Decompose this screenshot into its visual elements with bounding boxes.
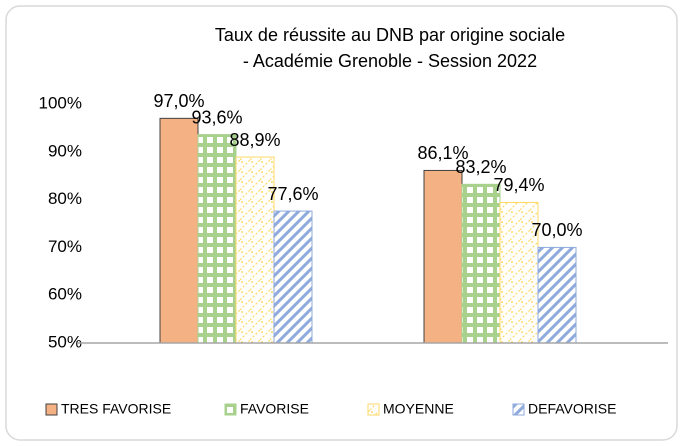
y-tick-label: 60%: [48, 285, 82, 304]
chart-title: Taux de réussite au DNB par origine soci…: [215, 25, 565, 45]
legend-label: TRES FAVORISE: [61, 401, 171, 417]
value-label: 79,4%: [493, 175, 544, 195]
value-label: 88,9%: [229, 130, 280, 150]
legend-label: FAVORISE: [240, 401, 309, 417]
legend-label: DEFAVORISE: [528, 401, 616, 417]
y-tick-label: 50%: [48, 332, 82, 351]
bar: [235, 156, 275, 344]
y-tick-label: 90%: [48, 141, 82, 160]
legend-label: MOYENNE: [383, 401, 454, 417]
bar: [423, 169, 463, 344]
value-label: 83,2%: [455, 157, 506, 177]
value-label: 70,0%: [531, 220, 582, 240]
value-label: 97,0%: [153, 91, 204, 111]
legend-swatch: [367, 403, 380, 416]
legend-swatch: [45, 403, 58, 416]
value-label: 86,1%: [417, 143, 468, 163]
y-tick-label: 80%: [48, 189, 82, 208]
bar: [273, 210, 313, 344]
bar: [159, 117, 199, 344]
y-tick-label: 70%: [48, 237, 82, 256]
bar: [461, 183, 501, 344]
value-label: 77,6%: [267, 184, 318, 204]
legend-swatch: [224, 403, 237, 416]
value-label: 93,6%: [191, 107, 242, 127]
bar: [197, 134, 237, 344]
legend-swatch: [512, 403, 525, 416]
bar: [499, 201, 539, 344]
y-tick-label: 100%: [39, 93, 82, 112]
chart-title: - Académie Grenoble - Session 2022: [243, 51, 537, 71]
bar: [537, 246, 577, 344]
